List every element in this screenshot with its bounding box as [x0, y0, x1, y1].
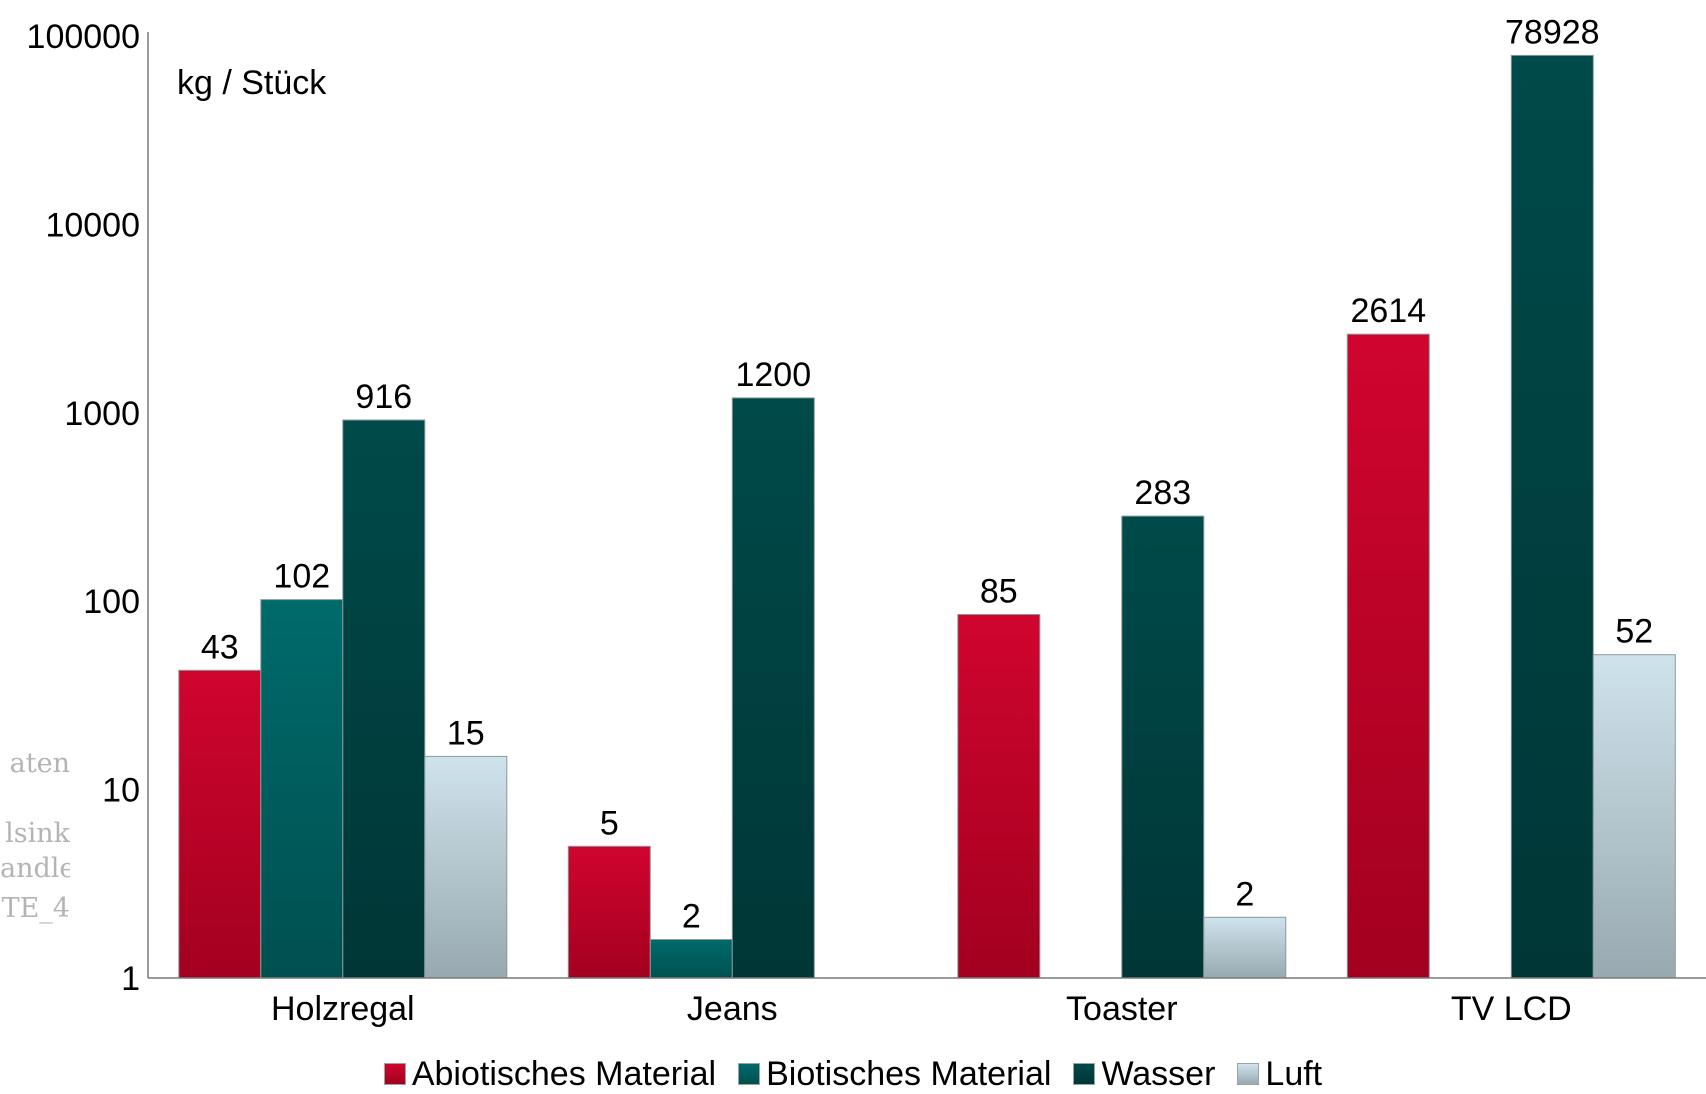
bar-abiotisches-material-toaster [957, 614, 1041, 979]
data-label: 43 [201, 628, 239, 666]
data-label: 2 [682, 898, 701, 936]
bar-wasser-tv-lcd [1510, 54, 1594, 979]
legend-label: Wasser [1101, 1054, 1216, 1093]
x-tick-label: Toaster [1066, 990, 1178, 1028]
legend-label: Abiotisches Material [411, 1054, 717, 1093]
bar-luft-tv-lcd [1592, 654, 1676, 979]
axes-layer: Holzregal Jeans Toaster TV LCD 1 10 100 1000 100… [27, 18, 1706, 1028]
x-tick-label: Jeans [687, 990, 778, 1028]
bar-abiotisches-material-holzregal [178, 669, 262, 979]
data-label: 1200 [735, 356, 811, 394]
data-label: 2614 [1350, 292, 1426, 330]
bars-layer [178, 54, 1676, 979]
legend-item: Wasser [1073, 1055, 1215, 1094]
data-label: 15 [447, 714, 485, 752]
data-label: 2 [1235, 875, 1254, 913]
data-label: 5 [600, 804, 619, 842]
x-tick-label: Holzregal [271, 990, 415, 1028]
data-label: 52 [1615, 613, 1653, 651]
bar-abiotisches-material-jeans [567, 845, 651, 979]
legend-item: Abiotisches Material [383, 1054, 717, 1094]
y-tick-label: 10000 [45, 206, 140, 244]
legend: Abiotisches Material Biotisches Material W… [0, 1055, 1706, 1093]
legend-swatch [1073, 1063, 1096, 1085]
y-tick-label: 100000 [27, 18, 140, 56]
legend-swatch [1237, 1063, 1260, 1085]
data-label: 283 [1134, 474, 1191, 512]
side-note: lsink [5, 818, 70, 849]
y-tick-label: 1 [121, 960, 140, 998]
data-label: 102 [273, 558, 330, 596]
legend-label: Luft [1265, 1054, 1323, 1093]
data-label: 85 [980, 573, 1018, 611]
bar-wasser-holzregal [342, 419, 426, 979]
x-tick-label: TV LCD [1451, 990, 1572, 1028]
unit-label: kg / Stück [177, 64, 327, 102]
y-tick-label: 10 [102, 772, 140, 810]
legend-item: Luft [1237, 1055, 1322, 1094]
data-label: 78928 [1505, 13, 1600, 51]
bar-biotisches-material-jeans [649, 939, 733, 979]
legend-swatch [383, 1063, 406, 1085]
bar-biotisches-material-holzregal [260, 599, 344, 979]
bar-wasser-toaster [1121, 515, 1205, 979]
legend-swatch [738, 1063, 761, 1085]
y-tick-label: 100 [83, 583, 140, 621]
bar-luft-toaster [1203, 916, 1287, 979]
bar-abiotisches-material-tv-lcd [1346, 333, 1430, 979]
side-note: andle [0, 853, 70, 884]
y-tick-label: 1000 [64, 395, 140, 433]
bar-wasser-jeans [731, 397, 815, 979]
legend-label: Biotisches Material [766, 1054, 1052, 1093]
side-note: TE_4 [1, 893, 70, 924]
side-note: aten [9, 748, 70, 779]
bar-luft-holzregal [424, 755, 508, 979]
legend-item: Biotisches Material [738, 1055, 1051, 1094]
data-label: 916 [355, 378, 412, 416]
